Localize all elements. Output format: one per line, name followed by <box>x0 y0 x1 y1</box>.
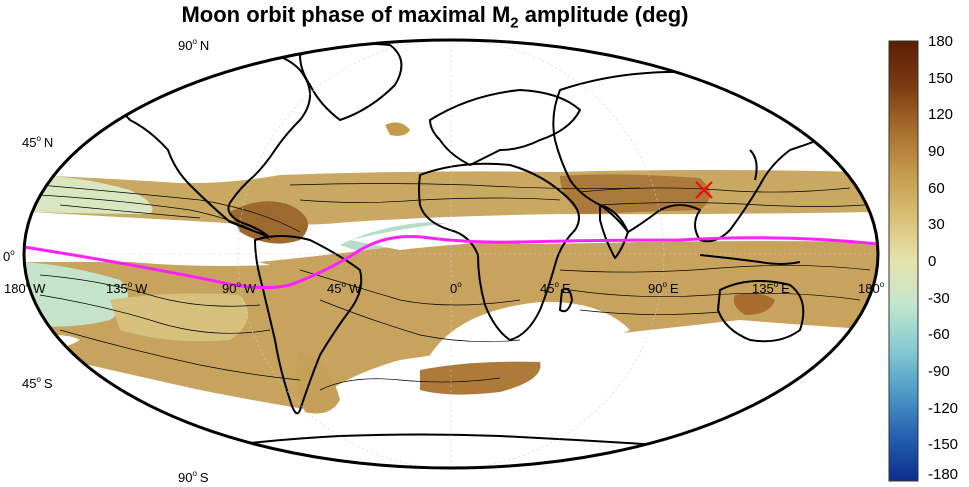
colorbar-tick-label: 0 <box>928 253 937 270</box>
phase-band-south-atlantic-dark <box>420 361 541 395</box>
contour-line <box>59 204 201 219</box>
lat-label-45n: 45o N <box>22 134 54 150</box>
coast-madagascar <box>559 287 573 313</box>
contour-line <box>59 329 301 381</box>
phase-band-south-east-dark <box>733 293 775 315</box>
contour-line <box>319 377 501 391</box>
colorbar-tick-label: -30 <box>928 290 950 307</box>
phase-band-north-west-light <box>30 175 153 214</box>
contour-line <box>39 194 271 241</box>
phase-band-south-atlantic-lower <box>296 350 340 414</box>
phase-band-south <box>24 237 878 410</box>
coast-india <box>599 204 629 259</box>
lat-label-90s: 90o S <box>178 469 209 485</box>
colorbar-tick-label: -120 <box>928 400 959 417</box>
map-frame <box>22 38 880 470</box>
colorbar <box>888 40 919 482</box>
colorbar-tick-label: -60 <box>928 326 950 343</box>
colorbar-tick-label: 30 <box>928 216 945 233</box>
coast-africa <box>418 162 580 341</box>
atlantic-gap <box>350 222 520 250</box>
lat-label-90n: 90o N <box>178 37 210 53</box>
lon-label-90w: 90o W <box>222 280 257 296</box>
colorbar-tick-label: 90 <box>928 143 945 160</box>
contour-line <box>39 274 261 307</box>
marker-stroke <box>695 181 713 199</box>
coast-south-america <box>254 235 363 415</box>
graticule <box>24 40 878 468</box>
contour-line <box>569 289 861 301</box>
lon-label-45w: 45o W <box>327 280 362 296</box>
colorbar-tick-label: -90 <box>928 363 950 380</box>
contour-line <box>39 294 271 334</box>
maximum-marker <box>695 181 713 199</box>
lon-label-90e: 90o E <box>648 280 679 296</box>
contour-line <box>579 187 851 193</box>
graticule-line <box>237 40 665 468</box>
phase-band-south-pacific-mid <box>110 293 248 342</box>
contour-line <box>559 265 871 273</box>
contour-line <box>599 202 866 207</box>
lat-label-0: 0o <box>3 248 15 264</box>
lat-label-45s: 45o S <box>22 375 53 391</box>
south-atlantic-gap <box>430 301 630 365</box>
colorbar-tick-label: 180 <box>928 33 954 50</box>
figure-title: Moon orbit phase of maximal M2 amplitude… <box>181 2 689 32</box>
contour-line <box>319 299 521 343</box>
moon-orbit-path <box>23 235 879 290</box>
field-layer <box>24 40 878 468</box>
colorbar-tick-label: 60 <box>928 180 945 197</box>
coast-indonesia <box>699 254 801 265</box>
colorbar-tick-label: 120 <box>928 106 954 123</box>
phase-band-arctic-patch <box>385 122 410 136</box>
coast-japan <box>749 149 758 181</box>
lon-label-135e: 135o E <box>752 280 790 296</box>
coast-north-america <box>117 48 311 237</box>
colorbar-gradient <box>888 40 919 482</box>
contour-line <box>299 269 521 306</box>
contour-line <box>579 309 721 315</box>
lon-label-0: 0o <box>450 280 462 296</box>
lon-label-45e: 45o E <box>540 280 571 296</box>
phase-band-south-west-light <box>24 262 128 327</box>
colorbar-tick-label: -180 <box>928 466 959 483</box>
contour-line <box>289 183 641 189</box>
colorbar-tick-label: 150 <box>928 70 954 87</box>
lon-label-180w: 180o W <box>4 280 46 296</box>
contour-line <box>39 184 301 233</box>
lon-label-180e: 180o <box>858 280 885 296</box>
equator-gap-west <box>24 243 270 266</box>
lon-label-135w: 135o W <box>106 280 148 296</box>
contour-lines <box>39 183 871 391</box>
colorbar-tick-label: -150 <box>928 436 959 453</box>
phase-band-north-caribbean-dark <box>230 201 308 244</box>
coast-australia <box>717 280 805 343</box>
coast-europe <box>429 89 581 166</box>
